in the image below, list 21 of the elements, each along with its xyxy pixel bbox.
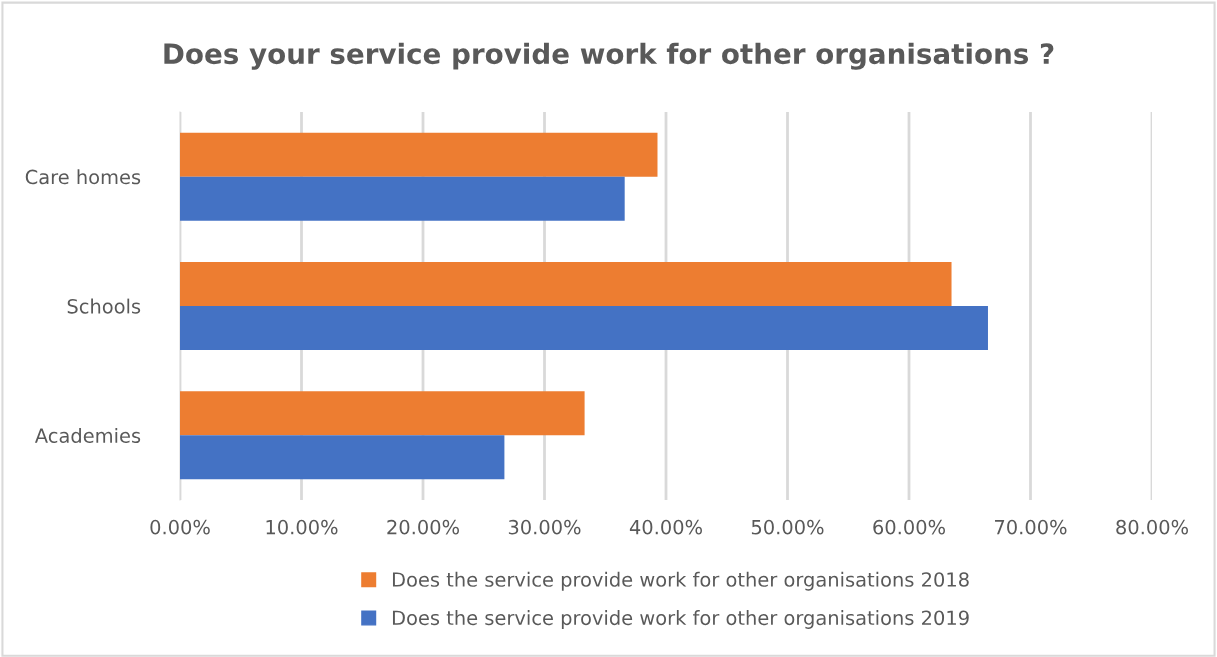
bar — [180, 176, 625, 221]
legend-label: Does the service provide work for other organisations 2018 — [392, 571, 969, 591]
bar — [180, 391, 585, 436]
y-tick-label: Care homes — [25, 169, 141, 185]
y-tick-label: Academies — [34, 427, 141, 443]
x-tick-label: 20.00% — [387, 519, 459, 535]
x-tick-label: 10.00% — [266, 519, 338, 535]
x-tick-label: 0.00% — [150, 519, 210, 535]
y-tick-label: Schools — [67, 298, 141, 314]
bar — [180, 262, 952, 306]
x-tick-label: 60.00% — [873, 519, 945, 535]
bar — [180, 435, 505, 480]
bar — [180, 306, 988, 350]
x-tick-label: 30.00% — [508, 519, 581, 535]
legend-label: Does the service provide work for other organisations 2019 — [392, 610, 969, 629]
bar — [180, 132, 658, 177]
x-tick-label: 40.00% — [629, 519, 702, 535]
chart-title: Does your service provide work for other organisations ? — [164, 42, 1054, 70]
x-tick-label: 80.00% — [1116, 519, 1188, 535]
x-tick-label: 70.00% — [995, 519, 1067, 535]
x-tick-label: 50.00% — [751, 519, 824, 535]
